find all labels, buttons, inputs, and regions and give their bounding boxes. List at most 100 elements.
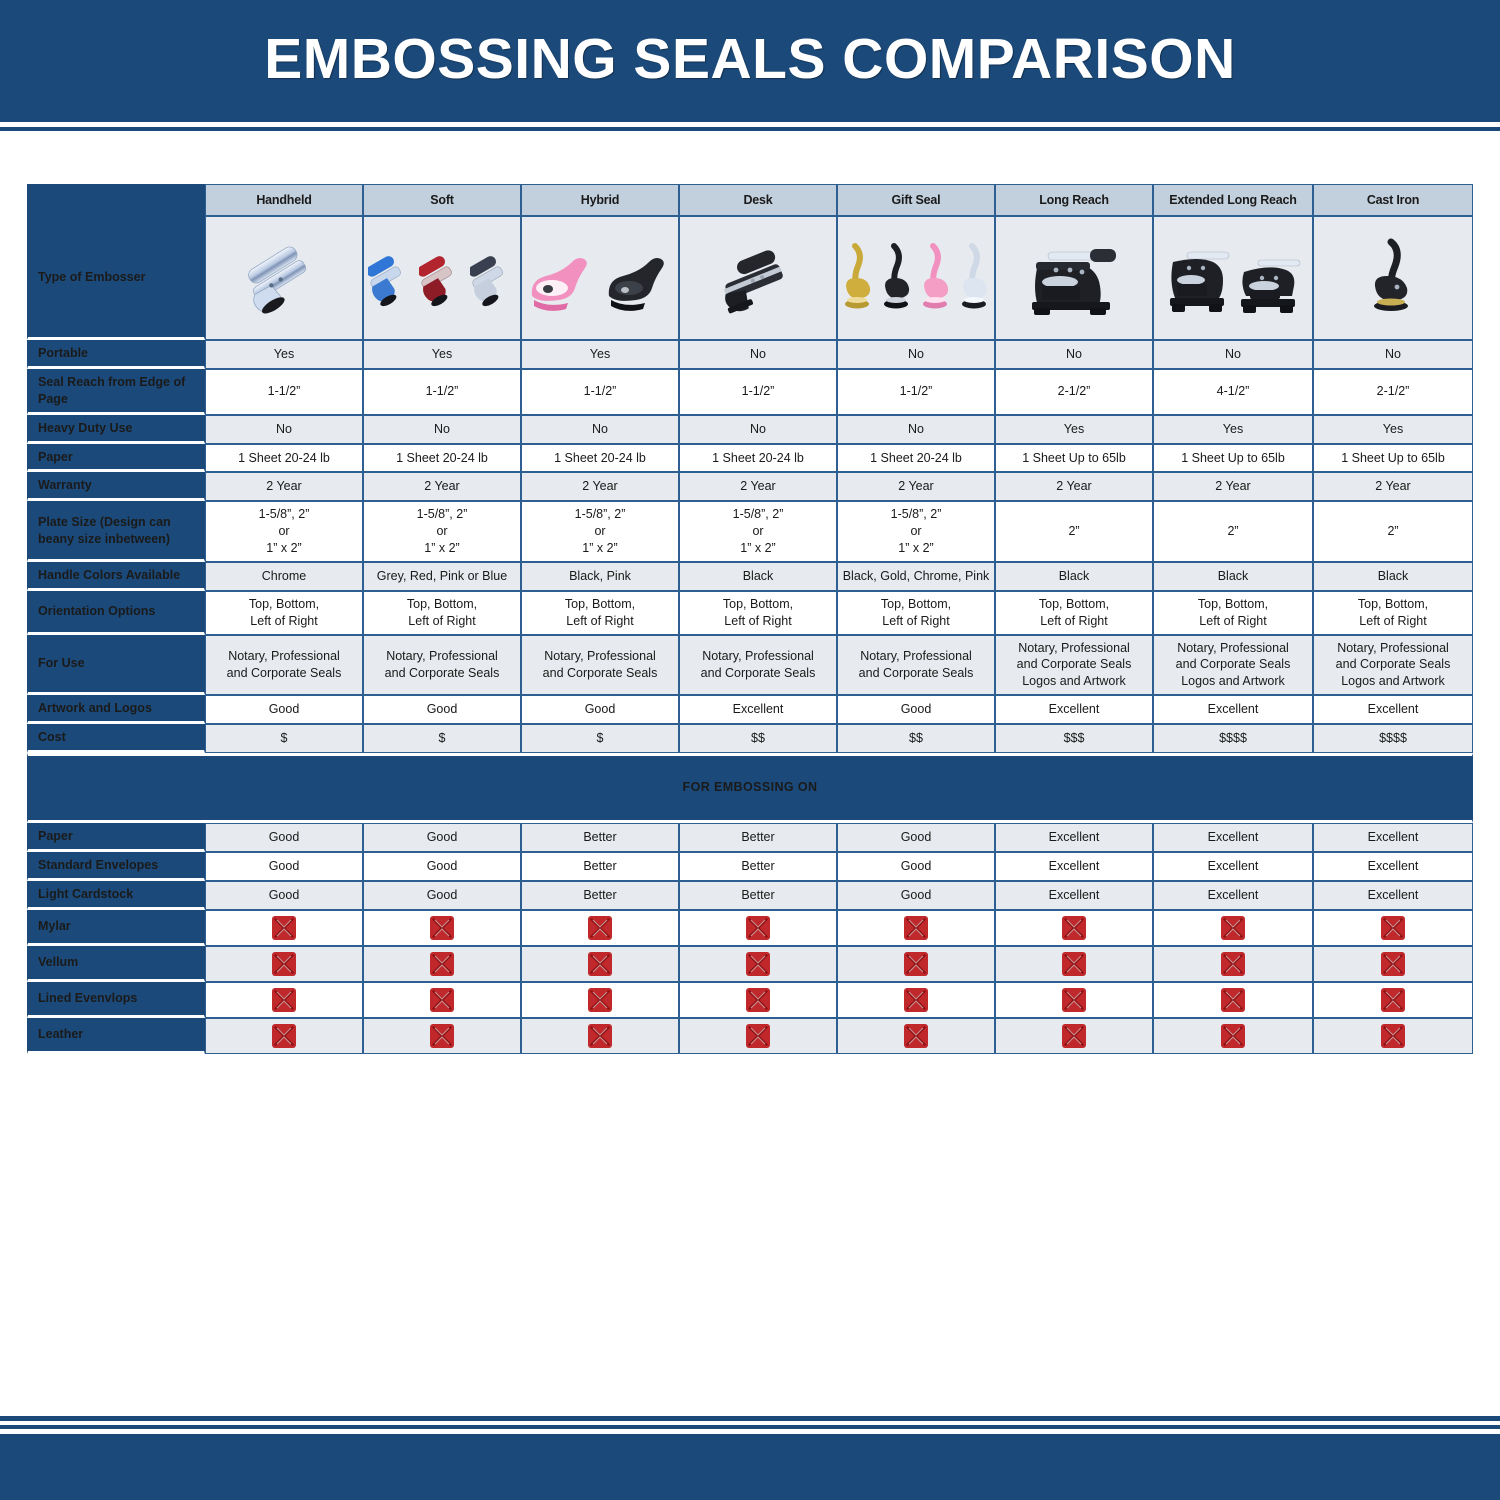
- embosser-image-handheld: [205, 216, 363, 340]
- cell-x-vellum-gift-seal: [837, 945, 995, 982]
- cell: Top, Bottom, Left of Right: [205, 590, 363, 635]
- cell: 2 Year: [679, 472, 837, 502]
- table-row: For Use Notary, Professional and Corporat…: [27, 634, 1473, 696]
- cell: $$: [837, 724, 995, 753]
- row-label-mylar: Mylar: [27, 909, 205, 946]
- cell: $: [521, 724, 679, 753]
- x-mark-icon: [1380, 987, 1406, 1013]
- cell: Black: [1153, 561, 1313, 591]
- cell: $$$: [995, 724, 1153, 753]
- cell: 2-1/2”: [1313, 368, 1473, 415]
- cell: No: [837, 340, 995, 369]
- cell: 2”: [1313, 501, 1473, 562]
- cell: Excellent: [1153, 822, 1313, 852]
- cell: 1-5/8”, 2” or 1” x 2”: [837, 501, 995, 562]
- x-mark-icon: [271, 987, 297, 1013]
- cell: Excellent: [995, 822, 1153, 852]
- embosser-image-long-reach: [995, 216, 1153, 340]
- table-row: Paper 1 Sheet 20-24 lb 1 Sheet 20-24 lb …: [27, 443, 1473, 473]
- cell: Top, Bottom, Left of Right: [679, 590, 837, 635]
- cell: 1-1/2”: [521, 368, 679, 415]
- cell: No: [679, 414, 837, 444]
- row-label-embossing-paper: Paper: [27, 822, 205, 852]
- x-mark-icon: [1061, 951, 1087, 977]
- cell: 1-1/2”: [205, 368, 363, 415]
- cell: $: [205, 724, 363, 753]
- cell: 2 Year: [1153, 472, 1313, 502]
- column-header-extended-long-reach: Extended Long Reach: [1153, 184, 1313, 216]
- cell: Good: [205, 851, 363, 881]
- table-row: Handle Colors Available Chrome Grey, Red…: [27, 561, 1473, 591]
- banner-rule-upper: [0, 118, 1500, 122]
- x-mark-icon: [271, 915, 297, 941]
- cell: Grey, Red, Pink or Blue: [363, 561, 521, 591]
- soft-embosser-red-illustration: [419, 256, 452, 307]
- cell-x-lined-envelopes-long-reach: [995, 981, 1153, 1018]
- hybrid-embosser-pink-illustration: [531, 258, 587, 311]
- cell: No: [995, 340, 1153, 369]
- cell: Excellent: [995, 851, 1153, 881]
- x-mark-icon: [745, 951, 771, 977]
- cell-x-vellum-cast-iron: [1313, 945, 1473, 982]
- cell: Better: [679, 851, 837, 881]
- cell: Notary, Professional and Corporate Seals L…: [1153, 634, 1313, 696]
- x-mark-icon: [271, 951, 297, 977]
- cell: 1 Sheet 20-24 lb: [521, 443, 679, 473]
- cell: 2-1/2”: [995, 368, 1153, 415]
- embosser-image-cast-iron: [1313, 216, 1473, 340]
- cell-x-lined-envelopes-soft: [363, 981, 521, 1018]
- cell-x-mylar-soft: [363, 909, 521, 946]
- row-label-cost: Cost: [27, 724, 205, 753]
- cell: Excellent: [1153, 695, 1313, 724]
- embosser-image-hybrid: [521, 216, 679, 340]
- cell-x-lined-envelopes-desk: [679, 981, 837, 1018]
- table-row-type-of-embosser: Type of Embosser: [27, 216, 1473, 340]
- cell-x-mylar-desk: [679, 909, 837, 946]
- table-row: Portable Yes Yes Yes No No No No No: [27, 340, 1473, 369]
- x-mark-icon: [1220, 987, 1246, 1013]
- embossing-seals-comparison-table: Handheld Soft Hybrid Desk Gift Seal Long…: [27, 184, 1473, 1054]
- table-row: Seal Reach from Edge of Page 1-1/2” 1-1/…: [27, 368, 1473, 415]
- cell: No: [205, 414, 363, 444]
- handheld-embosser-illustration: [248, 246, 307, 314]
- cell: No: [837, 414, 995, 444]
- cell: No: [1313, 340, 1473, 369]
- section-band-row: For Embossing On: [27, 752, 1473, 823]
- row-label-for-use: For Use: [27, 634, 205, 696]
- cell: 1-1/2”: [679, 368, 837, 415]
- x-mark-icon: [1061, 915, 1087, 941]
- cell: 2 Year: [995, 472, 1153, 502]
- cell: Chrome: [205, 561, 363, 591]
- cell: Yes: [1313, 414, 1473, 444]
- column-header-gift-seal: Gift Seal: [837, 184, 995, 216]
- cell-x-lined-envelopes-gift-seal: [837, 981, 995, 1018]
- row-label-vellum: Vellum: [27, 945, 205, 982]
- cell: Yes: [363, 340, 521, 369]
- embosser-image-extended-long-reach: [1153, 216, 1313, 340]
- gift-seal-black-illustration: [883, 243, 909, 309]
- embosser-image-soft: [363, 216, 521, 340]
- gift-seal-gold-illustration: [844, 243, 870, 309]
- cell: Excellent: [995, 880, 1153, 910]
- cell: Excellent: [1313, 822, 1473, 852]
- row-label-handle-colors-available: Handle Colors Available: [27, 561, 205, 591]
- cell-x-vellum-extended-long-reach: [1153, 945, 1313, 982]
- x-mark-icon: [745, 915, 771, 941]
- cell: Good: [205, 822, 363, 852]
- cell-x-leather-cast-iron: [1313, 1017, 1473, 1054]
- x-mark-icon: [271, 1023, 297, 1049]
- cell: Yes: [205, 340, 363, 369]
- cell: Better: [679, 822, 837, 852]
- table-row: Plate Size (Design can beany size inbetw…: [27, 501, 1473, 562]
- cell: Good: [363, 695, 521, 724]
- cell: 1-5/8”, 2” or 1” x 2”: [679, 501, 837, 562]
- cell: 1-1/2”: [363, 368, 521, 415]
- cell-x-mylar-gift-seal: [837, 909, 995, 946]
- cell: 2 Year: [521, 472, 679, 502]
- x-mark-icon: [587, 915, 613, 941]
- cell: Top, Bottom, Left of Right: [363, 590, 521, 635]
- desk-embosser-illustration: [723, 250, 783, 314]
- x-mark-icon: [1061, 987, 1087, 1013]
- cell: Excellent: [1313, 851, 1473, 881]
- cell: Better: [521, 880, 679, 910]
